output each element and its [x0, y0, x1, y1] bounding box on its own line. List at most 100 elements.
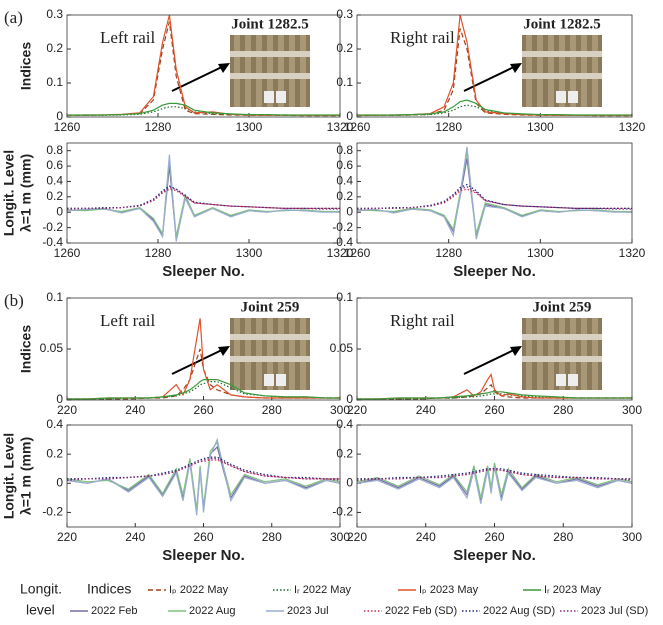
- y-axis-label: Indices: [18, 42, 34, 90]
- x-tick-label: 260: [484, 530, 504, 544]
- series-line: [356, 462, 633, 499]
- x-tick-label: 240: [125, 530, 145, 544]
- series-line: [66, 158, 340, 237]
- y-tick-label: 0.1: [46, 290, 63, 304]
- joint-bar: [568, 91, 578, 103]
- x-tick-label: 280: [262, 403, 282, 417]
- series-line: [356, 186, 632, 210]
- x-axis-label: Sleeper No.: [453, 263, 536, 280]
- x-axis-label: Sleeper No.: [453, 547, 536, 564]
- legend-title: Indices: [87, 581, 131, 597]
- sleeper: [581, 35, 587, 107]
- series-line: [356, 152, 632, 234]
- series-line: [356, 467, 633, 504]
- sleeper: [256, 35, 262, 107]
- inset-photo: [171, 318, 310, 390]
- x-tick-label: 300: [622, 530, 642, 544]
- y-tick-label: 0.4: [46, 174, 63, 188]
- x-tick-label: 260: [193, 530, 213, 544]
- sleeper: [537, 318, 543, 390]
- sleeper: [592, 318, 598, 390]
- sleeper: [234, 318, 240, 390]
- y-tick-label: 0.3: [46, 7, 63, 21]
- series-line: [356, 468, 633, 481]
- arrow: [463, 64, 519, 92]
- y-tick-label: 0: [346, 204, 353, 218]
- series-line: [67, 106, 340, 116]
- y-tick-label: 0.05: [330, 341, 354, 355]
- rail: [522, 334, 602, 340]
- sleeper: [256, 318, 262, 390]
- plot-frame: [66, 142, 341, 244]
- plot-frame: [356, 142, 633, 244]
- sleeper: [300, 318, 306, 390]
- inset-photo: [171, 35, 310, 107]
- y-tick-label: 0.05: [40, 341, 64, 355]
- series-line: [67, 379, 340, 400]
- series-line: [67, 459, 340, 480]
- inset-title: Joint 259: [241, 299, 300, 315]
- x-tick-label: 1300: [527, 120, 554, 134]
- panel-label: (a): [4, 8, 23, 27]
- series-line: [356, 158, 633, 236]
- sleeper: [570, 35, 576, 107]
- rail: [230, 334, 310, 340]
- arrow: [171, 347, 227, 375]
- x-tick-label: 1280: [435, 120, 462, 134]
- x-tick-label: 240: [416, 403, 436, 417]
- sleeper: [289, 318, 295, 390]
- plot-frame: [356, 297, 633, 401]
- x-tick-label: 1320: [619, 246, 646, 260]
- x-tick-label: 240: [125, 403, 145, 417]
- arrow-head: [218, 63, 230, 73]
- x-tick-label: 1320: [327, 120, 354, 134]
- y-axis-label: λ=1 m (mm): [18, 154, 34, 232]
- plot-frame: [356, 14, 633, 118]
- x-tick-label: 1260: [54, 120, 81, 134]
- rail: [522, 356, 602, 362]
- x-tick-label: 220: [347, 403, 367, 417]
- sleeper: [245, 318, 251, 390]
- rail: [230, 356, 310, 362]
- y-tick-label: 0.8: [336, 143, 353, 157]
- x-axis-label: Sleeper No.: [162, 547, 245, 564]
- series-line: [66, 437, 341, 516]
- rail: [230, 73, 310, 79]
- y-tick-label: 0.6: [46, 158, 63, 172]
- sleeper: [526, 318, 532, 390]
- series-line: [66, 186, 340, 210]
- y-tick-label: 0.2: [336, 189, 353, 203]
- y-tick-label: 0.2: [46, 189, 63, 203]
- sleeper: [548, 318, 554, 390]
- y-tick-label: 0: [346, 109, 353, 123]
- plot-frame: [356, 424, 633, 528]
- plot-frame: [66, 424, 341, 528]
- y-tick-label: 0.4: [336, 174, 353, 188]
- joint-bar: [264, 91, 274, 103]
- x-tick-label: 1260: [344, 120, 371, 134]
- y-tick-label: 0: [346, 475, 353, 489]
- x-tick-label: 300: [330, 403, 350, 417]
- y-tick-label: 0.2: [46, 446, 63, 460]
- x-tick-label: 300: [330, 530, 350, 544]
- sleeper: [234, 35, 240, 107]
- inset-photo: [463, 35, 602, 107]
- y-tick-label: 0.1: [336, 75, 353, 89]
- rail: [230, 51, 310, 57]
- inset-title: Joint 1282.5: [523, 16, 601, 32]
- y-axis-label: Longit. Level: [1, 433, 17, 519]
- x-tick-label: 220: [57, 403, 77, 417]
- joint-bar: [556, 374, 566, 386]
- legend-entry: 2022 Feb (SD): [385, 605, 457, 617]
- y-tick-label: 0.2: [46, 41, 63, 55]
- legend-entry: Iₚ 2022 May: [169, 584, 229, 596]
- x-tick-label: 240: [416, 530, 436, 544]
- legend-entry: 2022 Aug (SD): [483, 605, 555, 617]
- sleeper: [559, 318, 565, 390]
- y-tick-label: 0.4: [336, 417, 353, 431]
- y-tick-label: -0.2: [42, 505, 63, 519]
- arrow-head: [510, 63, 522, 73]
- series-line: [67, 102, 340, 116]
- series-line: [67, 348, 340, 400]
